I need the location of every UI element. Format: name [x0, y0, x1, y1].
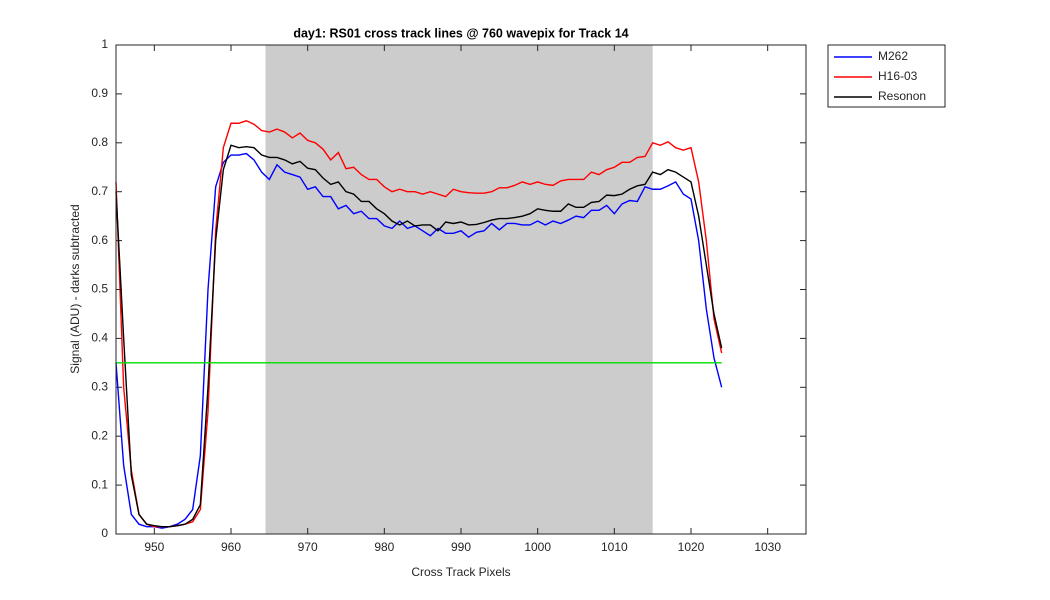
y-tick-label: 0.4: [91, 331, 108, 345]
series-line: [115, 120, 723, 528]
legend-label: M262: [878, 49, 908, 63]
y-axis-label: Signal (ADU) - darks subtracted: [68, 204, 82, 373]
x-tick-label: 970: [298, 540, 318, 554]
y-tick-label: 1: [101, 37, 108, 51]
y-tick-label: 0.2: [91, 428, 108, 442]
x-tick-label: 1020: [678, 540, 705, 554]
y-tick-label: 0.9: [91, 86, 108, 100]
shaded-region: [265, 45, 653, 534]
legend-label: Resonon: [878, 89, 926, 103]
x-axis-label: Cross Track Pixels: [411, 565, 510, 579]
chart-title: day1: RS01 cross track lines @ 760 wavep…: [293, 26, 628, 40]
series-line: [115, 144, 723, 528]
x-tick-label: 980: [374, 540, 394, 554]
y-tick-label: 0.5: [91, 282, 108, 296]
legend-label: H16-03: [878, 69, 918, 83]
x-tick-label: 1030: [754, 540, 781, 554]
x-tick-label: 960: [221, 540, 241, 554]
y-tick-label: 0.7: [91, 184, 108, 198]
y-tick-label: 0.6: [91, 233, 108, 247]
axes-box: [115, 44, 807, 535]
x-tick-label: 1000: [524, 540, 551, 554]
x-tick-label: 1010: [601, 540, 628, 554]
series-line: [115, 152, 723, 529]
y-tick-label: 0.8: [91, 135, 108, 149]
x-tick-label: 950: [144, 540, 164, 554]
y-tick-label: 0: [101, 526, 108, 540]
y-tick-label: 0.1: [91, 477, 108, 491]
y-tick-label: 0.3: [91, 379, 108, 393]
x-tick-label: 990: [451, 540, 471, 554]
